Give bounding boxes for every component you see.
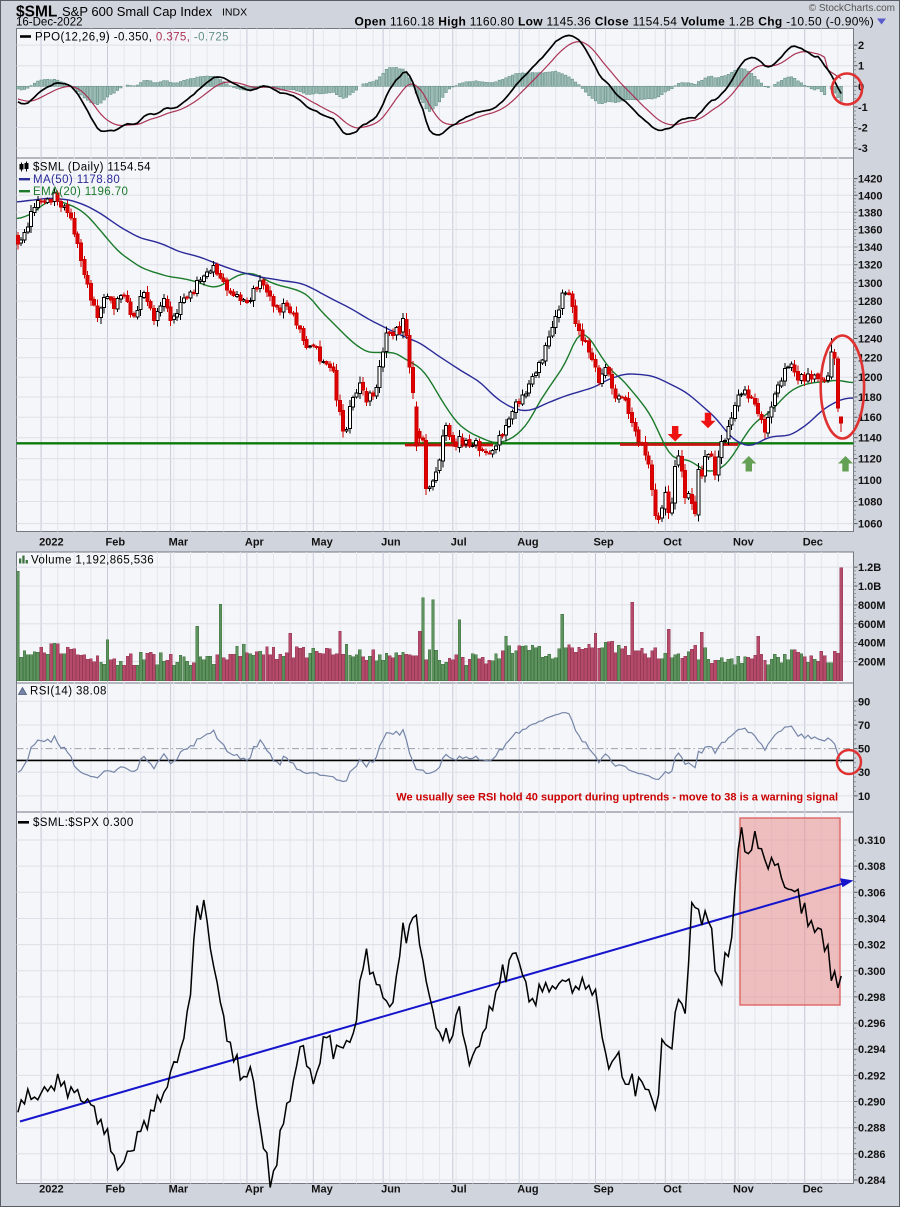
svg-text:$SML:$SPX 0.300: $SML:$SPX 0.300 (33, 817, 134, 829)
svg-text:0.294: 0.294 (858, 1044, 886, 1056)
svg-text:1260: 1260 (858, 315, 882, 327)
svg-text:1140: 1140 (858, 433, 882, 445)
svg-text:1320: 1320 (858, 260, 882, 272)
svg-text:-2: -2 (858, 123, 868, 135)
svg-text:1420: 1420 (858, 174, 882, 186)
svg-text:Nov: Nov (733, 537, 755, 549)
svg-text:-1: -1 (858, 102, 868, 114)
svg-text:S&P 600 Small Cap Index: S&P 600 Small Cap Index (62, 4, 213, 19)
svg-text:1.0B: 1.0B (858, 581, 881, 593)
svg-text:0.296: 0.296 (858, 1018, 886, 1030)
svg-text:600M: 600M (858, 619, 886, 631)
svg-text:2: 2 (858, 40, 864, 52)
svg-text:Feb: Feb (106, 1184, 126, 1196)
svg-text:0.288: 0.288 (858, 1123, 886, 1135)
svg-text:Aug: Aug (517, 537, 538, 549)
svg-text:0.298: 0.298 (858, 992, 886, 1004)
svg-text:90: 90 (858, 696, 870, 708)
svg-text:-3: -3 (858, 143, 868, 155)
svg-text:MA(50) 1178.80: MA(50) 1178.80 (33, 174, 120, 186)
svg-text:Open 1160.18 High 1160.80 Low: Open 1160.18 High 1160.80 Low 1145.36 Cl… (355, 15, 874, 29)
svg-text:Sep: Sep (594, 1184, 614, 1196)
svg-text:Dec: Dec (803, 537, 823, 549)
svg-text:30: 30 (858, 767, 870, 779)
svg-text:800M: 800M (858, 600, 886, 612)
svg-text:Nov: Nov (733, 1184, 755, 1196)
svg-text:$SML: $SML (16, 4, 57, 21)
svg-text:Apr: Apr (245, 537, 265, 549)
svg-text:Jul: Jul (451, 537, 467, 549)
svg-text:1120: 1120 (858, 454, 882, 466)
svg-text:May: May (311, 1184, 333, 1196)
svg-text:0.292: 0.292 (858, 1070, 886, 1082)
svg-text:© StockCharts.com: © StockCharts.com (809, 3, 895, 14)
svg-text:Apr: Apr (245, 1184, 265, 1196)
svg-text:EMA(20) 1196.70: EMA(20) 1196.70 (33, 186, 128, 198)
svg-text:0.284: 0.284 (858, 1175, 886, 1187)
svg-text:1080: 1080 (858, 497, 882, 509)
svg-text:0.308: 0.308 (858, 861, 886, 873)
svg-text:0.304: 0.304 (858, 914, 886, 926)
svg-text:2022: 2022 (39, 537, 63, 549)
svg-text:1300: 1300 (858, 278, 882, 290)
svg-text:0.306: 0.306 (858, 887, 886, 899)
svg-text:Oct: Oct (663, 537, 682, 549)
svg-text:RSI(14) 38.08: RSI(14) 38.08 (30, 686, 107, 698)
svg-text:50: 50 (858, 744, 870, 756)
svg-text:Jun: Jun (381, 1184, 401, 1196)
svg-text:1220: 1220 (858, 353, 882, 365)
svg-text:1180: 1180 (858, 392, 882, 404)
svg-text:0.290: 0.290 (858, 1097, 886, 1109)
svg-text:400M: 400M (858, 638, 886, 650)
svg-text:0.300: 0.300 (858, 966, 886, 978)
svg-text:Jul: Jul (451, 1184, 467, 1196)
svg-text:Dec: Dec (803, 1184, 823, 1196)
svg-text:1060: 1060 (858, 519, 882, 531)
svg-text:May: May (311, 537, 333, 549)
svg-text:1340: 1340 (858, 242, 882, 254)
svg-text:Volume 1,192,865,536: Volume 1,192,865,536 (31, 555, 154, 567)
svg-text:Aug: Aug (517, 1184, 538, 1196)
svg-text:Feb: Feb (106, 537, 126, 549)
svg-text:1200: 1200 (858, 372, 882, 384)
svg-text:1360: 1360 (858, 225, 882, 237)
svg-text:2022: 2022 (39, 1184, 63, 1196)
svg-text:0.286: 0.286 (858, 1149, 886, 1161)
svg-text:1: 1 (858, 61, 864, 73)
svg-text:10: 10 (858, 791, 870, 803)
svg-text:Mar: Mar (169, 537, 189, 549)
svg-text:1380: 1380 (858, 207, 882, 219)
svg-text:0.310: 0.310 (858, 835, 886, 847)
svg-text:$SML (Daily) 1154.54: $SML (Daily) 1154.54 (33, 162, 151, 174)
svg-text:1.2B: 1.2B (858, 562, 881, 574)
svg-text:PPO(12,26,9) -0.350, 0.375, -0: PPO(12,26,9) -0.350, 0.375, -0.725 (35, 32, 229, 44)
svg-text:1280: 1280 (858, 296, 882, 308)
svg-text:200M: 200M (858, 657, 886, 669)
svg-text:Mar: Mar (169, 1184, 189, 1196)
svg-text:1100: 1100 (858, 475, 882, 487)
svg-text:1160: 1160 (858, 412, 882, 424)
svg-text:1240: 1240 (858, 334, 882, 346)
svg-text:Sep: Sep (594, 537, 614, 549)
svg-text:INDX: INDX (222, 7, 247, 19)
svg-text:0.302: 0.302 (858, 940, 886, 952)
svg-text:Jun: Jun (381, 537, 401, 549)
svg-text:1400: 1400 (858, 190, 882, 202)
svg-text:We usually see RSI hold 40 sup: We usually see RSI hold 40 support durin… (396, 792, 838, 804)
svg-text:70: 70 (858, 720, 870, 732)
svg-text:16-Dec-2022: 16-Dec-2022 (16, 17, 82, 29)
svg-text:Oct: Oct (663, 1184, 682, 1196)
